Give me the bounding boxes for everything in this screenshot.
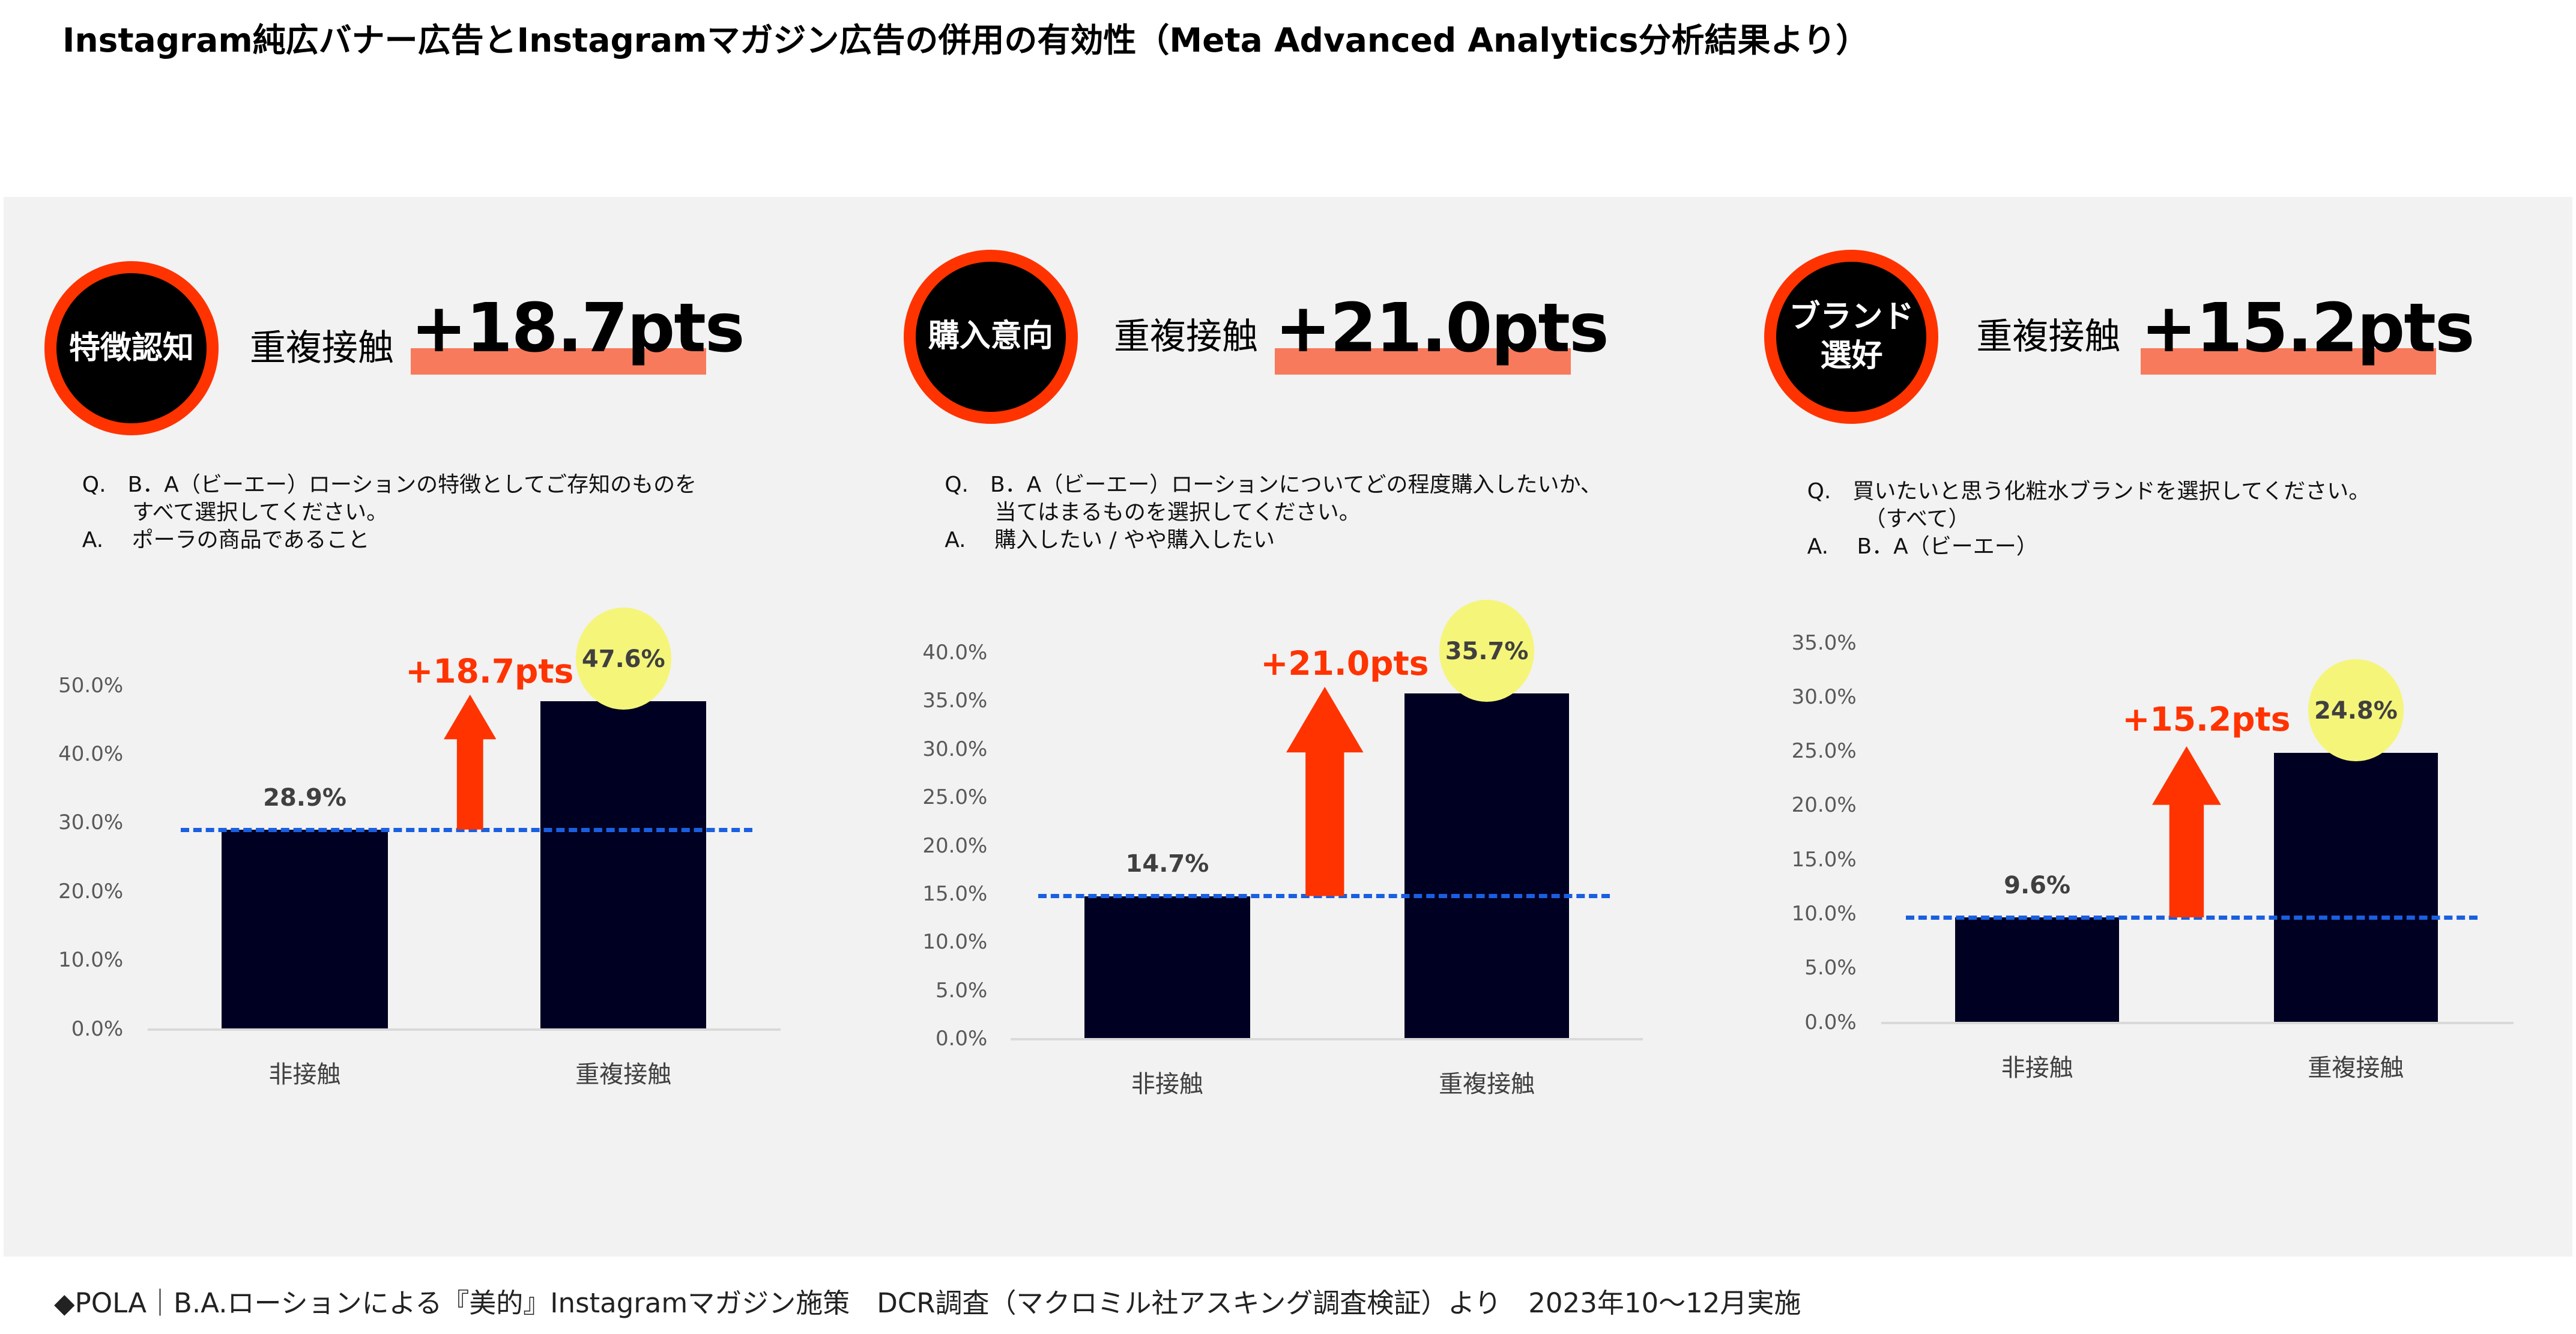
arrow-shape xyxy=(1286,687,1364,896)
up-arrow-icon xyxy=(1286,687,1364,896)
data-label: 9.6% xyxy=(2004,871,2071,899)
category-badge: ブランド 選好 xyxy=(1764,249,1939,424)
category-badge: 購入意向 xyxy=(903,249,1078,424)
x-axis-line xyxy=(148,1028,781,1031)
y-tick-label: 40.0% xyxy=(922,641,988,665)
up-arrow-icon xyxy=(2152,746,2222,918)
question-text: Q. 買いたいと思う化粧水ブランドを選択してください。 （すべて） A. B．A… xyxy=(1807,479,2371,560)
bar-overlap xyxy=(2273,752,2438,1022)
headline-value: +18.7pts xyxy=(411,289,745,367)
x-category-label: 非接触 xyxy=(2001,1054,2073,1082)
y-tick-label: 5.0% xyxy=(1804,956,1857,980)
y-tick-label: 25.0% xyxy=(922,785,988,810)
y-tick-label: 30.0% xyxy=(1791,684,1857,709)
x-category-label: 重複接触 xyxy=(575,1060,672,1088)
headline-highlight xyxy=(1275,348,1571,375)
y-tick-label: 0.0% xyxy=(935,1027,988,1051)
bar-overlap xyxy=(540,701,707,1028)
x-category-label: 非接触 xyxy=(1131,1070,1203,1098)
x-axis-line xyxy=(1881,1021,2514,1024)
headline-value: +21.0pts xyxy=(1275,289,1609,367)
data-label: 35.7% xyxy=(1445,638,1529,666)
y-tick-label: 30.0% xyxy=(922,737,988,761)
footer-source-note: ◆POLA｜B.A.ローションによる『美的』Instagramマガジン施策 DC… xyxy=(54,1287,1801,1319)
y-tick-label: 10.0% xyxy=(1791,902,1857,926)
bar-overlap xyxy=(1404,693,1569,1039)
gain-annotation: +18.7pts xyxy=(405,652,574,691)
headline-label: 重複接触 xyxy=(1976,315,2121,358)
data-label: 14.7% xyxy=(1125,850,1209,878)
data-label: 24.8% xyxy=(2314,696,2398,725)
category-badge: 特徴認知 xyxy=(44,261,219,436)
y-tick-label: 15.0% xyxy=(922,881,988,906)
data-label: 28.9% xyxy=(263,783,346,812)
y-tick-label: 40.0% xyxy=(58,742,124,767)
y-tick-label: 20.0% xyxy=(922,833,988,858)
headline-highlight xyxy=(411,348,707,375)
y-tick-label: 0.0% xyxy=(71,1016,124,1041)
y-tick-label: 35.0% xyxy=(1791,630,1857,655)
bar-none xyxy=(1955,917,2120,1022)
x-category-label: 非接触 xyxy=(268,1060,341,1088)
bar-none xyxy=(222,830,388,1028)
page-title: Instagram純広バナー広告とInstagramマガジン広告の併用の有効性（… xyxy=(62,21,1869,59)
y-tick-label: 50.0% xyxy=(58,673,124,698)
y-tick-label: 25.0% xyxy=(1791,739,1857,764)
value-highlight-circle xyxy=(2308,659,2404,761)
x-axis-line xyxy=(1010,1038,1643,1041)
gain-annotation: +21.0pts xyxy=(1260,644,1429,683)
value-highlight-circle xyxy=(1439,600,1535,702)
question-text: Q. B．A（ビーエー）ローションの特徴としてご存知のものを すべて選択してくだ… xyxy=(82,472,697,553)
up-arrow-icon xyxy=(443,695,497,830)
arrow-shape xyxy=(2152,746,2222,918)
headline-highlight xyxy=(2141,348,2437,375)
y-tick-label: 20.0% xyxy=(1791,793,1857,818)
x-category-label: 重複接触 xyxy=(1439,1070,1535,1098)
y-tick-label: 10.0% xyxy=(922,930,988,955)
headline-label: 重複接触 xyxy=(1114,315,1258,358)
arrow-shape xyxy=(443,695,497,830)
headline-value: +15.2pts xyxy=(2141,289,2475,367)
question-text: Q. B．A（ビーエー）ローションについてどの程度購入したいか、 当てはまるもの… xyxy=(945,472,1602,553)
y-tick-label: 30.0% xyxy=(58,810,124,835)
y-tick-label: 10.0% xyxy=(58,948,124,973)
y-tick-label: 0.0% xyxy=(1804,1010,1857,1034)
data-label: 47.6% xyxy=(581,645,665,674)
x-category-label: 重複接触 xyxy=(2308,1054,2404,1082)
bar-none xyxy=(1084,896,1251,1039)
y-tick-label: 35.0% xyxy=(922,689,988,713)
gain-annotation: +15.2pts xyxy=(2122,699,2291,738)
y-tick-label: 20.0% xyxy=(58,879,124,904)
headline-label: 重複接触 xyxy=(249,327,394,369)
y-tick-label: 5.0% xyxy=(935,978,988,1003)
y-tick-label: 15.0% xyxy=(1791,847,1857,872)
value-highlight-circle xyxy=(575,608,671,710)
